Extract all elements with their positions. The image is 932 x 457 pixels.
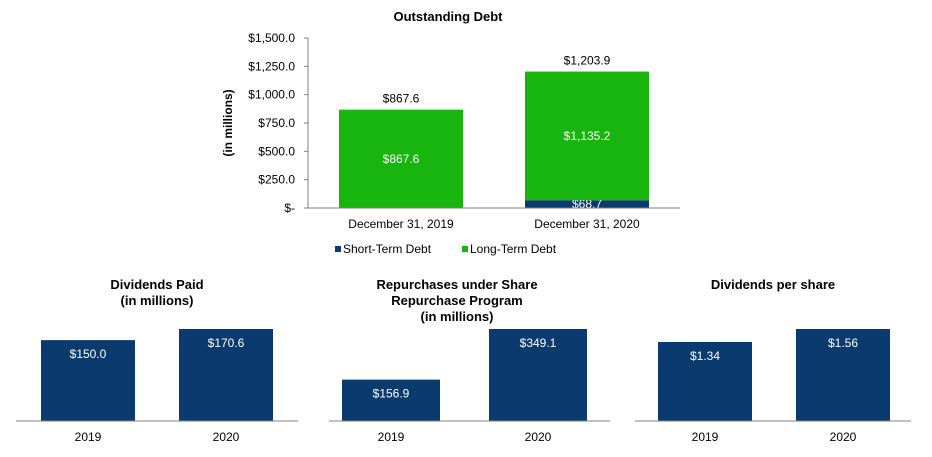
debt-bar-long-term-debt-2 bbox=[525, 71, 649, 201]
debt-segment-label: $1,135.2 bbox=[564, 129, 611, 143]
debt-y-tick-label: $1,000.0 bbox=[248, 88, 295, 102]
dividends-per-share-bar-2 bbox=[796, 329, 890, 421]
debt-y-tick-label: $1,500.0 bbox=[248, 31, 295, 45]
legend-label-1: Short-Term Debt bbox=[343, 242, 432, 256]
legend-label-2: Long-Term Debt bbox=[470, 242, 557, 256]
repurchases-value-label: $156.9 bbox=[373, 387, 410, 401]
repurchases-title-line-1: Repurchases under Share bbox=[376, 277, 537, 292]
debt-x-category-label: December 31, 2020 bbox=[534, 217, 640, 231]
dividends-per-share-x-category-label: 2019 bbox=[692, 430, 719, 444]
debt-total-label: $867.6 bbox=[383, 92, 420, 106]
dividends-per-share-title-line-1: Dividends per share bbox=[711, 277, 835, 292]
repurchases-bar-2 bbox=[489, 329, 587, 421]
debt-y-tick-label: $500.0 bbox=[258, 144, 295, 158]
dividends-paid-bar-1 bbox=[41, 340, 135, 421]
repurchases-value-label: $349.1 bbox=[520, 336, 557, 350]
repurchases-title-line-3: (in millions) bbox=[421, 309, 494, 324]
dividends-per-share-value-label: $1.34 bbox=[690, 349, 720, 363]
dividends-per-share-x-category-label: 2020 bbox=[830, 430, 857, 444]
debt-x-category-label: December 31, 2019 bbox=[348, 217, 454, 231]
debt-y-tick-label: $250.0 bbox=[258, 173, 295, 187]
dividends-per-share-value-label: $1.56 bbox=[828, 336, 858, 350]
debt-chart-title: Outstanding Debt bbox=[393, 9, 503, 24]
dividends-paid-value-label: $170.6 bbox=[208, 336, 245, 350]
repurchases-x-category-label: 2020 bbox=[525, 430, 552, 444]
debt-bar-short-term-debt-2 bbox=[525, 200, 649, 208]
dividends-paid-bar-2 bbox=[179, 329, 273, 421]
legend-swatch-1 bbox=[335, 246, 341, 252]
debt-y-tick-label: $750.0 bbox=[258, 116, 295, 130]
repurchases-title-line-2: Repurchase Program bbox=[391, 293, 523, 308]
debt-bar-long-term-debt-1 bbox=[339, 109, 463, 208]
debt-y-tick-label: $1,250.0 bbox=[248, 59, 295, 73]
dividends-paid-x-category-label: 2020 bbox=[213, 430, 240, 444]
repurchases-x-category-label: 2019 bbox=[378, 430, 405, 444]
debt-y-tick-label: $- bbox=[284, 201, 295, 215]
legend-swatch-2 bbox=[462, 246, 468, 252]
repurchases-bar-1 bbox=[342, 379, 440, 421]
dividends-paid-title-line-1: Dividends Paid bbox=[110, 277, 203, 292]
debt-y-axis-label: (in millions) bbox=[221, 89, 235, 156]
dividends-paid-value-label: $150.0 bbox=[70, 347, 107, 361]
dividends-paid-title-line-2: (in millions) bbox=[121, 293, 194, 308]
dividends-paid-x-category-label: 2019 bbox=[75, 430, 102, 444]
debt-total-label: $1,203.9 bbox=[564, 54, 611, 68]
dividends-per-share-bar-1 bbox=[658, 341, 752, 421]
debt-segment-label: $867.6 bbox=[383, 152, 420, 166]
